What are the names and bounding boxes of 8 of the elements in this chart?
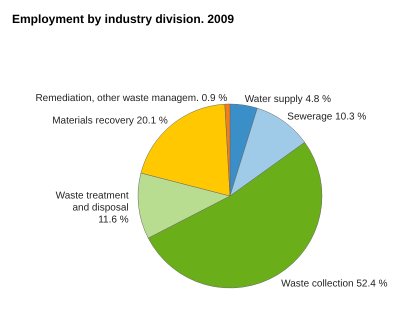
slice-label: Water supply 4.8 %	[244, 94, 332, 106]
slice-label: Materials recovery 20.1 %	[52, 115, 168, 126]
chart-title: Employment by industry division. 2009	[12, 12, 234, 26]
slice-label: Waste treatment and disposal	[56, 190, 129, 214]
slice-label: Sewerage 10.3 %	[287, 112, 366, 122]
data-label: 11.6 %	[98, 214, 129, 226]
slice-label: Waste collection 52.4 %	[281, 278, 388, 290]
slice-label: Remediation, other waste managem. 0.9 %	[35, 93, 228, 104]
